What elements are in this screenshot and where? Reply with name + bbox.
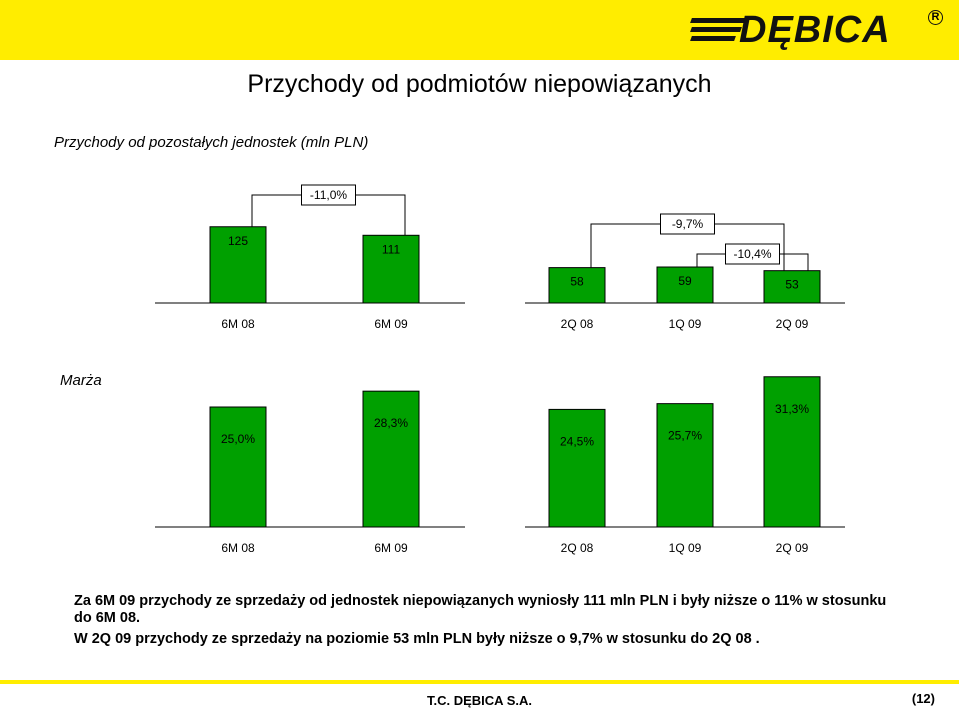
footer-company: T.C. DĘBICA S.A. [427, 693, 532, 708]
note-2q: W 2Q 09 przychody ze sprzedaży na poziom… [74, 631, 760, 647]
margin-chart-title: Marża [60, 372, 102, 389]
revenue-value-label: 59 [678, 274, 692, 288]
revenue-bar [362, 234, 420, 304]
page-number: (12) [911, 691, 935, 706]
debica-logo-icon: DĘBICA R [690, 8, 943, 52]
margin-bar [362, 390, 420, 528]
revenue-category-label: 1Q 09 [669, 317, 702, 331]
revenue-bar [656, 266, 714, 304]
revenue-value-label: 125 [228, 234, 248, 248]
registered-mark: R [928, 10, 943, 25]
margin-category-label: 2Q 08 [561, 541, 594, 555]
margin-category-label: 2Q 09 [776, 541, 809, 555]
revenue-bar [763, 270, 821, 304]
revenue-category-label: 6M 08 [221, 317, 255, 331]
revenue-category-label: 6M 09 [374, 317, 408, 331]
header-bar: DĘBICA R [0, 0, 959, 60]
margin-bar [656, 403, 714, 528]
margin-value-label: 25,0% [221, 432, 255, 446]
brand-name: DĘBICA [739, 9, 891, 51]
revenue-value-label: 58 [570, 275, 584, 289]
margin-value-label: 25,7% [668, 429, 702, 443]
revenue-chart-title: Przychody od pozostałych jednostek (mln … [54, 134, 369, 151]
revenue-value-label: 111 [382, 242, 401, 256]
footer-divider [0, 680, 959, 684]
note-6m: Za 6M 09 przychody ze sprzedaży od jedno… [74, 593, 887, 626]
margin-category-label: 6M 08 [221, 541, 255, 555]
revenue-category-label: 2Q 08 [561, 317, 594, 331]
revenue-change-label: -10,4% [733, 247, 771, 261]
commentary: Za 6M 09 przychody ze sprzedaży od jedno… [74, 593, 894, 648]
revenue-change-box [301, 184, 356, 206]
margin-category-label: 6M 09 [374, 541, 408, 555]
margin-category-label: 1Q 09 [669, 541, 702, 555]
margin-bar [763, 376, 821, 528]
margin-value-label: 28,3% [374, 416, 408, 430]
margin-bar [209, 406, 267, 528]
revenue-change-box [660, 213, 715, 235]
margin-bar [548, 408, 606, 528]
revenue-bar [548, 267, 606, 304]
margin-value-label: 24,5% [560, 434, 594, 448]
page-title: Przychody od podmiotów niepowiązanych [247, 70, 712, 98]
revenue-category-label: 2Q 09 [776, 317, 809, 331]
revenue-change-box [725, 243, 780, 265]
revenue-change-label: -11,0% [310, 188, 347, 202]
revenue-value-label: 53 [785, 278, 799, 292]
margin-value-label: 31,3% [775, 402, 809, 416]
revenue-change-label: -9,7% [672, 217, 704, 231]
revenue-bar [209, 226, 267, 304]
